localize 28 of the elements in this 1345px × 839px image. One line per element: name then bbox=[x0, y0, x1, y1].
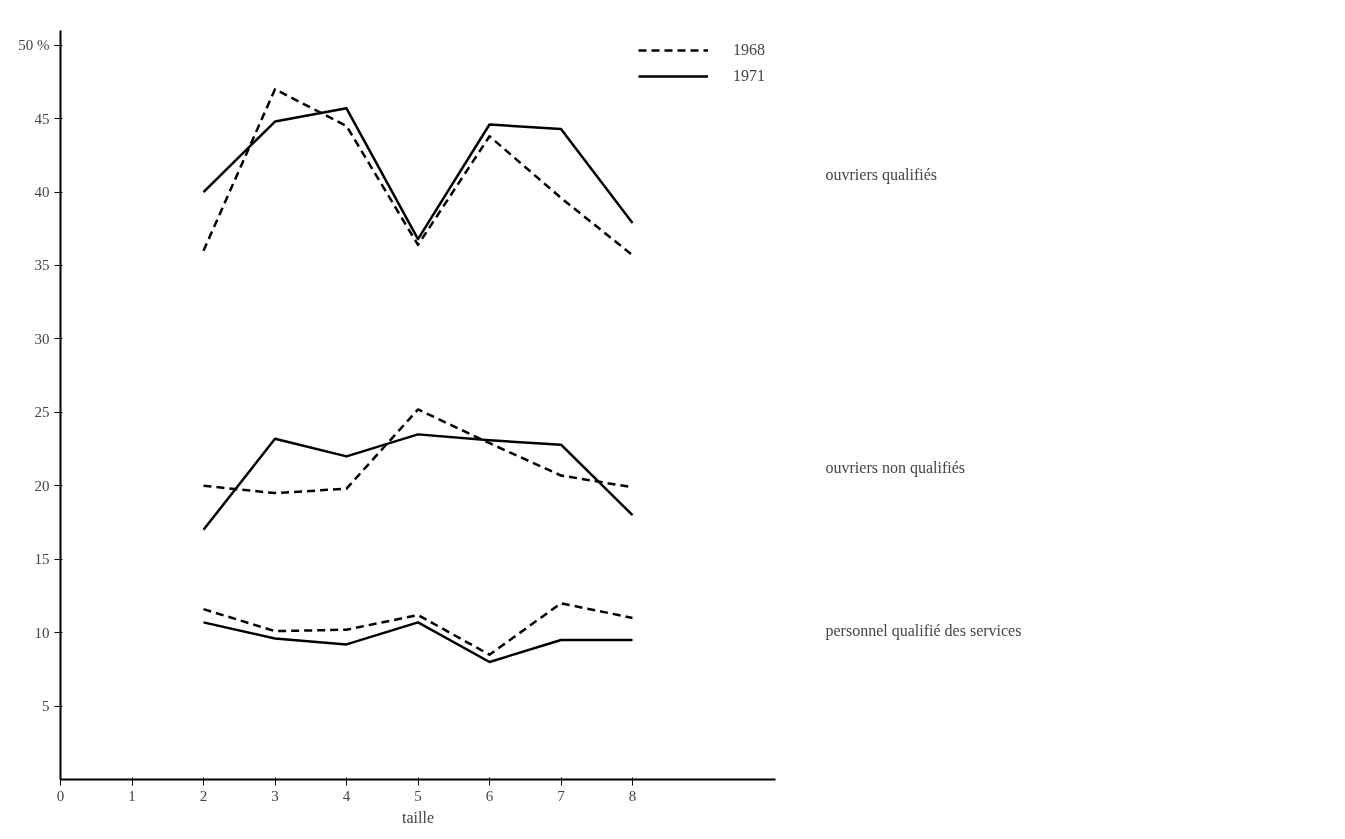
y-tick-label: 30 bbox=[34, 330, 50, 347]
x-tick-label: 2 bbox=[199, 787, 208, 804]
y-tick-label: 50 % bbox=[18, 37, 50, 54]
y-tick-label: 15 bbox=[34, 551, 50, 568]
line-series bbox=[202, 602, 634, 656]
x-tick-label: 0 bbox=[56, 787, 65, 804]
x-tick-label: 6 bbox=[485, 787, 494, 804]
x-tick-label: 7 bbox=[557, 787, 566, 804]
line-series bbox=[202, 621, 634, 664]
text: ouvriers qualifiés bbox=[825, 165, 938, 184]
y-tick-label: 35 bbox=[34, 257, 50, 274]
text: personnel qualifié des services bbox=[825, 622, 1022, 641]
x-tick-label: 1 bbox=[128, 787, 136, 804]
legend-label: 1968 bbox=[733, 41, 765, 59]
y-tick-label: 40 bbox=[34, 184, 50, 201]
x-axis-title: taille bbox=[402, 808, 434, 826]
line-series bbox=[202, 88, 634, 257]
y-tick-label: 20 bbox=[34, 477, 50, 494]
y-tick-label: 10 bbox=[34, 624, 50, 641]
x-tick-label: 3 bbox=[271, 787, 279, 804]
y-tick-label: 5 bbox=[42, 698, 50, 715]
y-tick-label: 25 bbox=[34, 404, 50, 421]
x-tick-label: 4 bbox=[342, 787, 351, 804]
y-tick-label: 45 bbox=[34, 110, 50, 127]
text: ouvriers non qualifiés bbox=[825, 458, 966, 477]
legend-label: 1971 bbox=[733, 67, 765, 85]
x-tick-label: 5 bbox=[414, 787, 422, 804]
x-tick-label: 8 bbox=[628, 787, 637, 804]
